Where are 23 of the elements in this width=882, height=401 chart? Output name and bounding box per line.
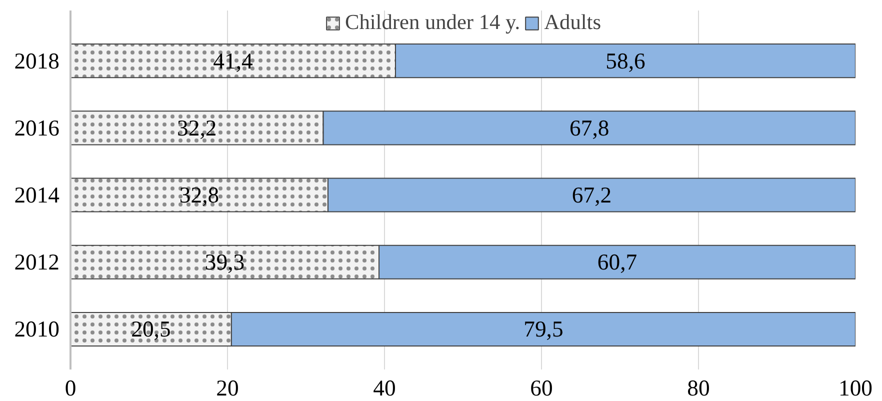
y-tick-label: 2018: [14, 48, 60, 74]
x-tick-label: 0: [64, 376, 76, 400]
data-label: 41,4: [213, 48, 253, 74]
data-label: 79,5: [524, 316, 564, 342]
x-tick-label: 20: [216, 376, 239, 400]
y-tick-label: 2010: [14, 316, 60, 342]
y-tick-label: 2012: [14, 250, 60, 275]
legend-label: Children under 14 y.: [344, 10, 520, 35]
x-tick-label: 40: [373, 376, 396, 400]
x-tick-label: 80: [687, 376, 710, 400]
data-label: 60,7: [597, 250, 638, 275]
data-label: 67,2: [572, 182, 612, 208]
y-tick-label: 2014: [14, 182, 60, 208]
data-label: 58,6: [606, 48, 646, 74]
x-tick-label: 100: [838, 376, 872, 400]
y-tick-label: 2016: [14, 115, 60, 140]
data-label: 32,2: [177, 115, 217, 140]
data-label: 39,3: [204, 250, 245, 275]
legend-label: Adults: [544, 10, 602, 35]
data-label: 32,8: [179, 182, 220, 208]
data-label: 67,8: [570, 115, 610, 140]
x-tick-label: 60: [530, 376, 553, 400]
data-label: 20,5: [131, 316, 171, 342]
